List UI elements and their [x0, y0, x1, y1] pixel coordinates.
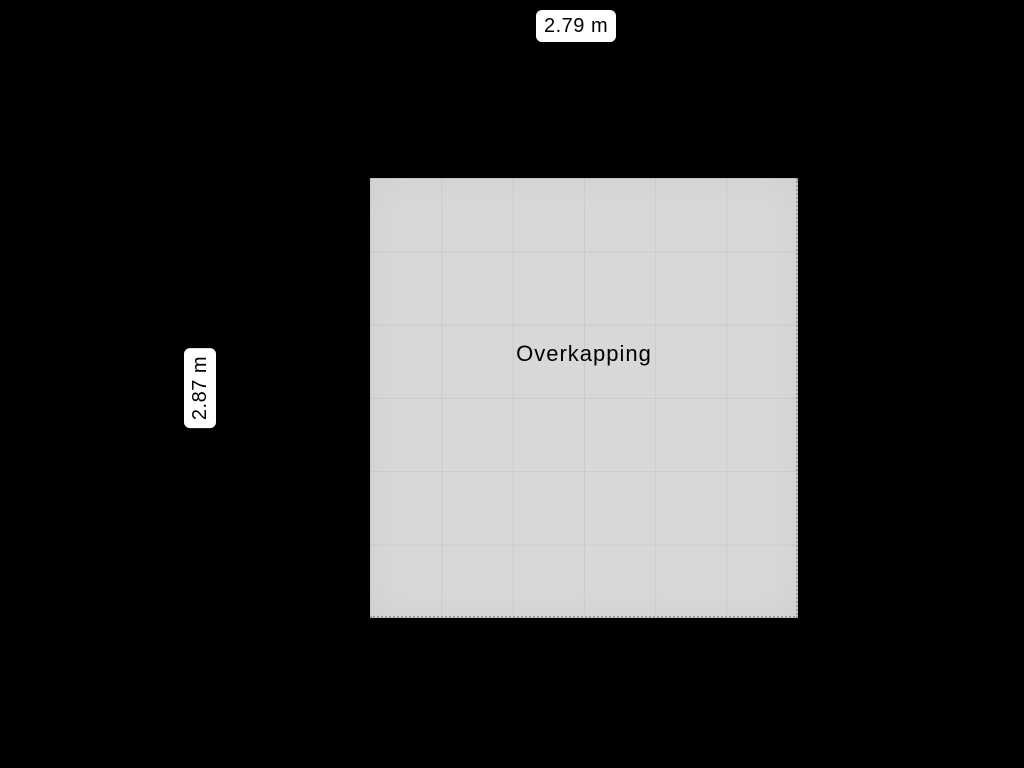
plan-area-overkapping: Overkapping [370, 178, 798, 618]
floorplan-canvas: 2.79 m 2.87 m Overkapping [0, 0, 1024, 768]
dimension-height-label: 2.87 m [184, 348, 216, 428]
dimension-width-label: 2.79 m [536, 10, 616, 42]
plan-area-label: Overkapping [516, 341, 652, 367]
